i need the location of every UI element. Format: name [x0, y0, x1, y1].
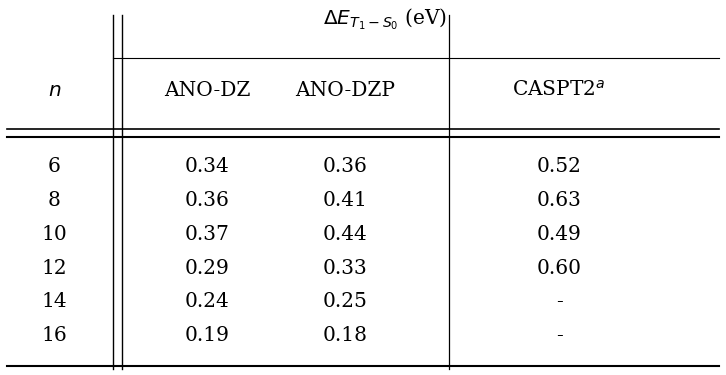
Text: 0.63: 0.63: [537, 191, 582, 210]
Text: 0.52: 0.52: [537, 158, 582, 176]
Text: 0.37: 0.37: [184, 225, 229, 244]
Text: -: -: [555, 292, 563, 311]
Text: CASPT2$^a$: CASPT2$^a$: [513, 80, 605, 100]
Text: $\Delta E_{T_1-S_0}$ (eV): $\Delta E_{T_1-S_0}$ (eV): [323, 6, 446, 32]
Text: 0.29: 0.29: [184, 259, 229, 278]
Text: 0.19: 0.19: [184, 326, 229, 345]
Text: ANO-DZ: ANO-DZ: [164, 81, 250, 99]
Text: 0.34: 0.34: [184, 158, 229, 176]
Text: 14: 14: [41, 292, 68, 311]
Text: 0.44: 0.44: [322, 225, 367, 244]
Text: 0.60: 0.60: [537, 259, 582, 278]
Text: 6: 6: [48, 158, 61, 176]
Text: 8: 8: [48, 191, 61, 210]
Text: 0.49: 0.49: [537, 225, 582, 244]
Text: 16: 16: [41, 326, 68, 345]
Text: 0.33: 0.33: [322, 259, 367, 278]
Text: $n$: $n$: [48, 81, 61, 99]
Text: ANO-DZP: ANO-DZP: [295, 81, 395, 99]
Text: -: -: [555, 326, 563, 345]
Text: 0.25: 0.25: [322, 292, 367, 311]
Text: 0.41: 0.41: [322, 191, 367, 210]
Text: 0.18: 0.18: [322, 326, 367, 345]
Text: 12: 12: [41, 259, 68, 278]
Text: 0.36: 0.36: [322, 158, 367, 176]
Text: 0.36: 0.36: [184, 191, 229, 210]
Text: 10: 10: [41, 225, 68, 244]
Text: 0.24: 0.24: [184, 292, 229, 311]
